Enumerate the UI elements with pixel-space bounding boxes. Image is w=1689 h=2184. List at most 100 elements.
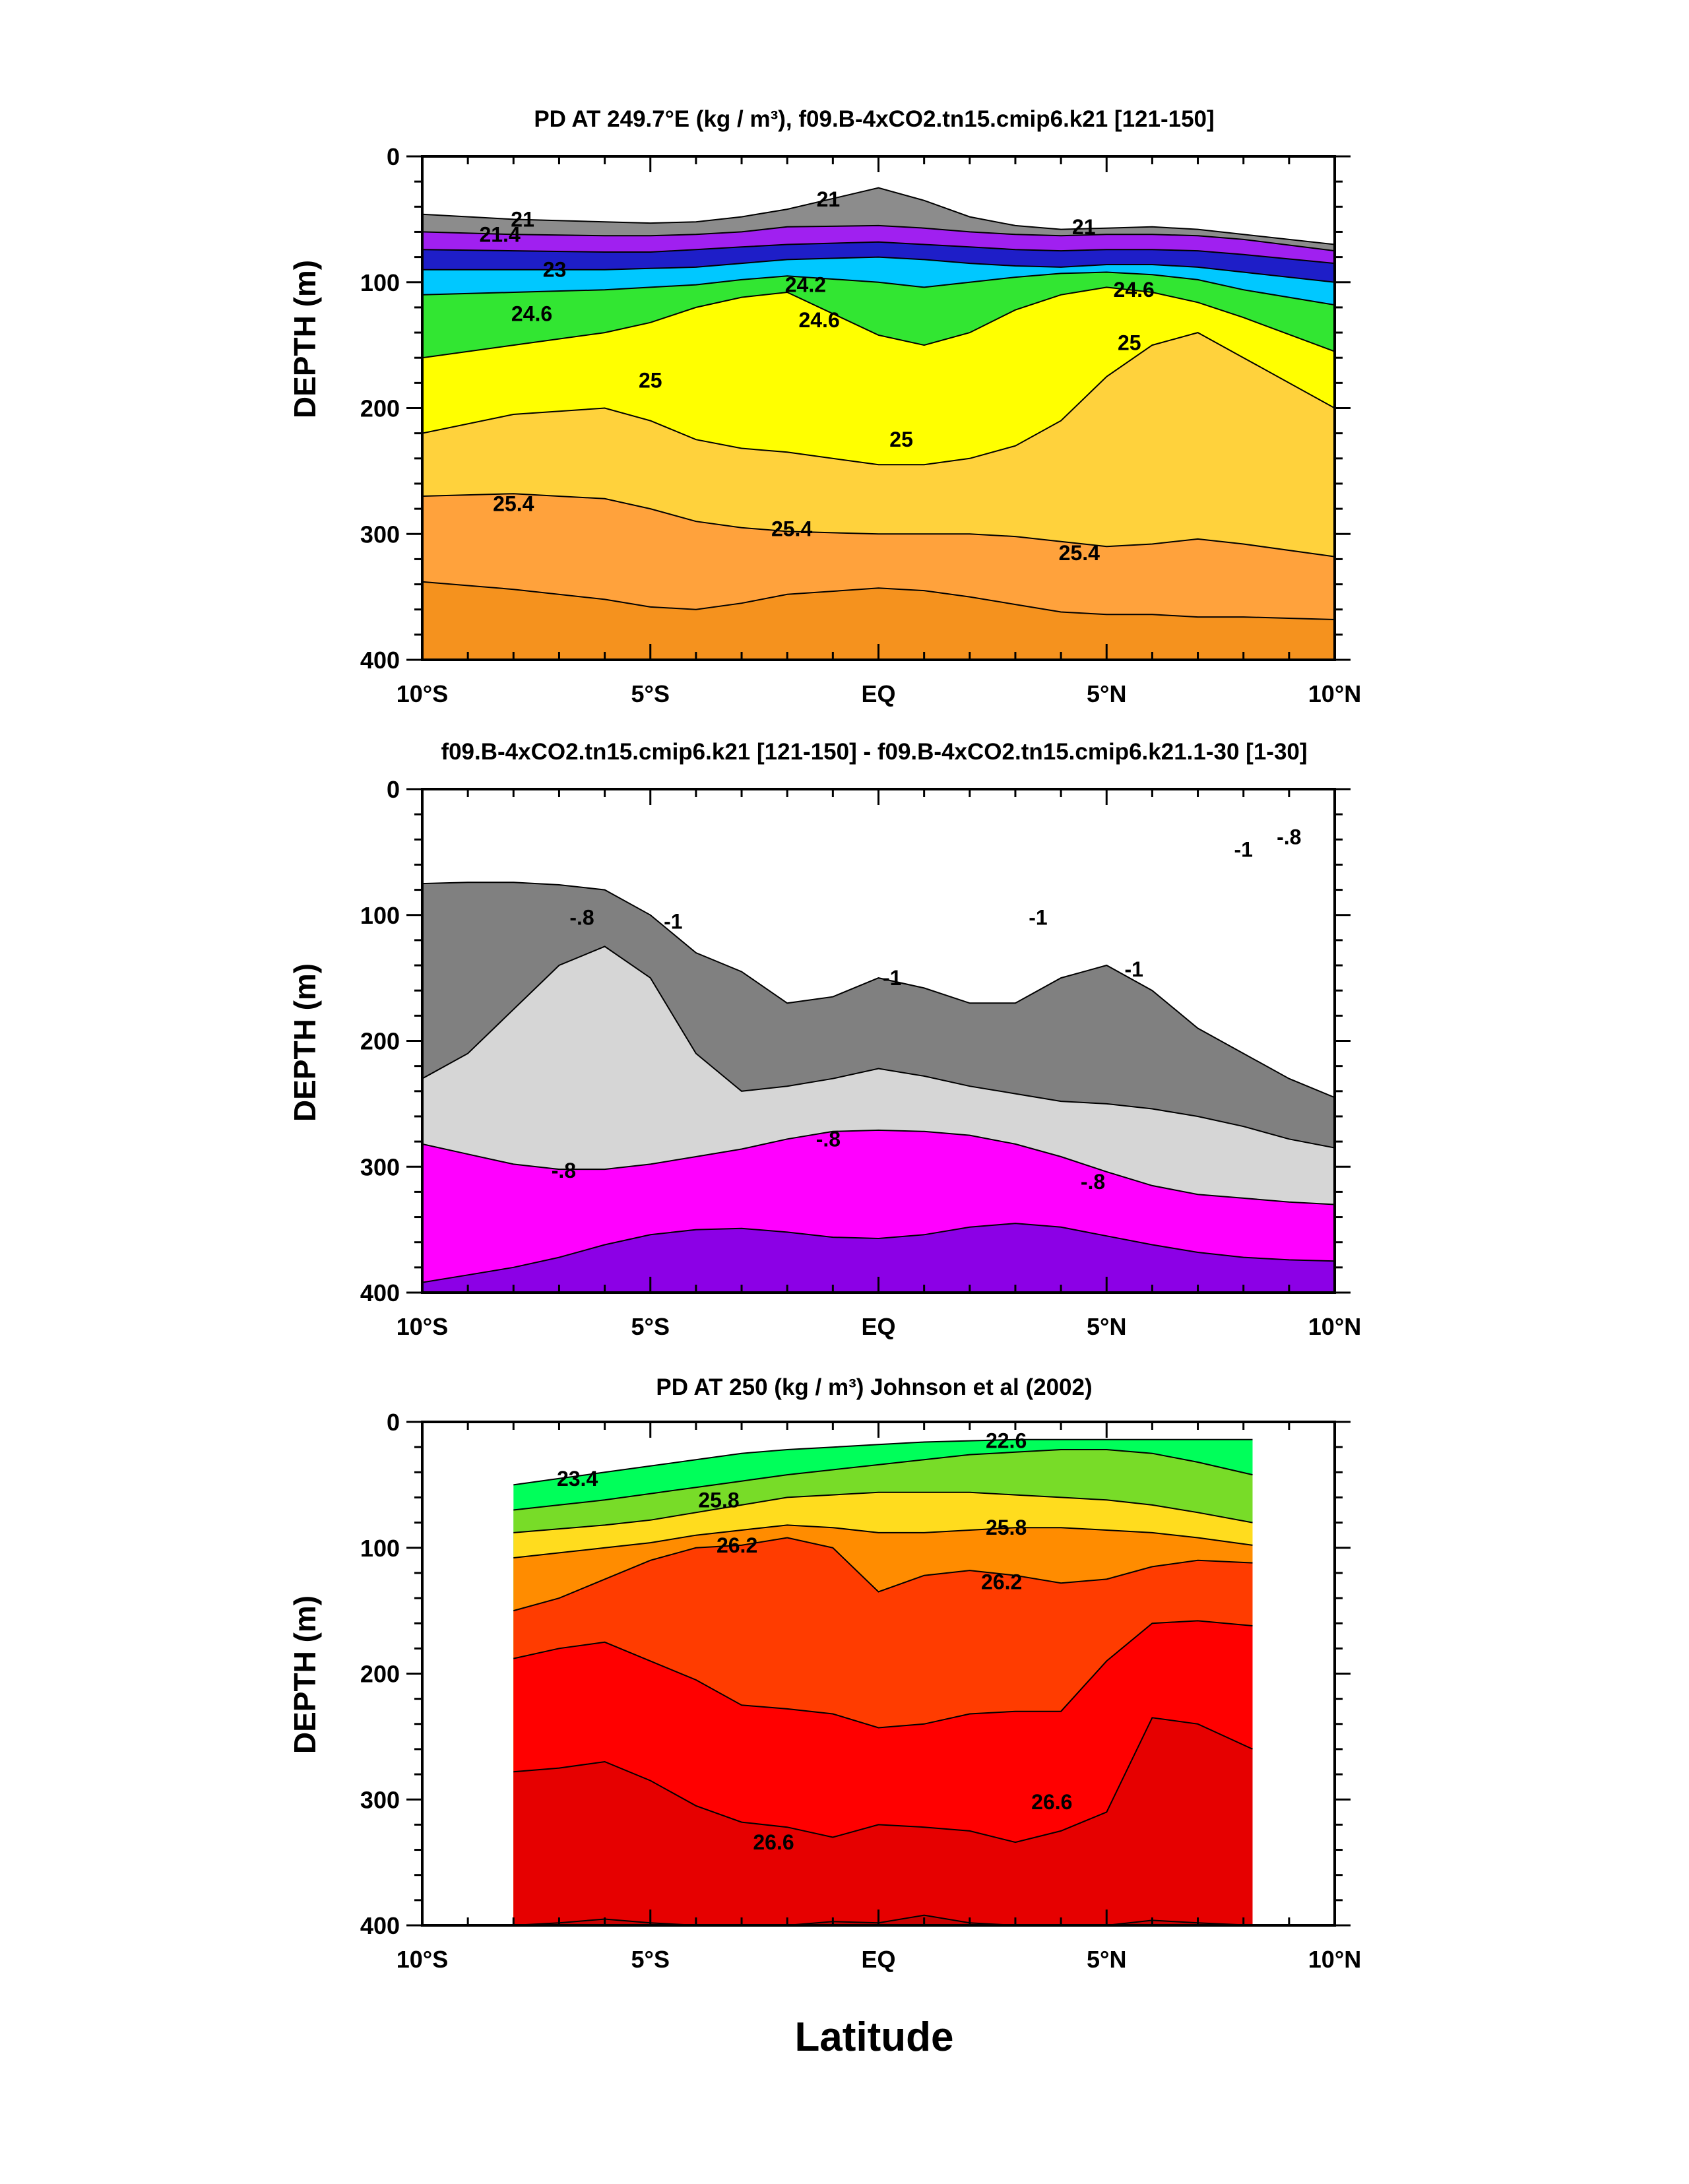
y-tick-label: 200 (360, 1028, 400, 1055)
contour-label: 24.2 (785, 273, 826, 297)
y-tick-label: 100 (360, 1535, 400, 1562)
x-tick-label: EQ (861, 680, 895, 707)
contour-line-25 (422, 332, 1335, 466)
contour-line-21 (422, 187, 1335, 245)
contour-labels: 2121.42324.62124.224.62124.625252525.425… (479, 187, 1154, 565)
panel-title: PD AT 250 (kg / m³) Johnson et al (2002) (656, 1374, 1092, 1400)
panel-middle-density-difference: f09.B-4xCO2.tn15.cmip6.k21 [121-150] - f… (288, 739, 1361, 1340)
contour-fills (422, 187, 1335, 660)
x-tick-label: 5°N (1087, 1313, 1126, 1340)
panel-top-model-density: PD AT 249.7°E (kg / m³), f09.B-4xCO2.tn1… (288, 106, 1361, 707)
axes: 10°S 5°S EQ 5°N 10°N 0 100 200 300 400 (360, 776, 1361, 1340)
contour-label: 25.4 (771, 517, 812, 541)
contour-label: -1 (1029, 906, 1047, 930)
contour-fill--0.7 (422, 1223, 1335, 1293)
contour-line-26.6 (513, 1717, 1253, 1844)
y-tick-label: 0 (387, 1409, 400, 1436)
contour-label: -.8 (1081, 1170, 1105, 1194)
y-tick-label: 200 (360, 1661, 400, 1688)
contour-label: 25.8 (698, 1488, 739, 1512)
panel-title: PD AT 249.7°E (kg / m³), f09.B-4xCO2.tn1… (534, 106, 1214, 132)
contour-label: 21 (511, 207, 534, 231)
contour-label: 22.6 (986, 1429, 1027, 1453)
contour-label: -.8 (552, 1159, 576, 1182)
contour-line-21.4 (422, 224, 1335, 252)
y-tick-label: 300 (360, 1786, 400, 1813)
contour-line-24.2 (513, 1449, 1253, 1511)
contour-line-26.4 (513, 1620, 1253, 1729)
x-tick-label: 10°N (1308, 1313, 1361, 1340)
x-tick-label: 10°S (397, 680, 448, 707)
panel-bottom-johnson-observations: PD AT 250 (kg / m³) Johnson et al (2002)… (288, 1374, 1361, 1973)
x-tick-label: 5°N (1087, 680, 1126, 707)
contour-fill-26.6 (513, 1718, 1253, 1925)
contour-label: -.8 (816, 1127, 841, 1151)
contour-labels: 23.4 22.6 25.8 25.8 26.2 26.2 26.6 26.6 (557, 1429, 1072, 1855)
y-tick-label: 400 (360, 1912, 400, 1939)
x-tick-label: 5°N (1087, 1946, 1126, 1973)
contour-line-22.2 (422, 241, 1335, 265)
contour-line-24.6 (422, 286, 1335, 359)
contour-lines (513, 1438, 1253, 1925)
contour-label: 26.2 (717, 1533, 757, 1557)
contour-line-23.4 (513, 1438, 1253, 1486)
contour-label: 21.4 (479, 222, 520, 246)
contour-fills (513, 1439, 1253, 1925)
contour-label: 25 (889, 428, 913, 451)
y-tick-label: 300 (360, 1153, 400, 1180)
axes: 10°S 5°S EQ 5°N 10°N 0 100 200 300 400 (360, 143, 1361, 707)
contour-line--0.7 (422, 1223, 1335, 1283)
contour-label: 26.2 (981, 1570, 1022, 1593)
contour-label: -.8 (569, 906, 594, 930)
contour-line-25 (513, 1491, 1253, 1533)
x-tick-label: 5°S (631, 1946, 670, 1973)
y-axis-label: DEPTH (m) (288, 260, 322, 418)
contour-label: 23.4 (557, 1467, 598, 1491)
contour-line-23 (422, 256, 1335, 283)
y-tick-label: 200 (360, 395, 400, 422)
y-tick-label: 400 (360, 647, 400, 674)
x-tick-label: 10°N (1308, 680, 1361, 707)
y-tick-label: 0 (387, 143, 400, 170)
contour-label: 24.6 (511, 302, 552, 325)
contour-label: 24.6 (1114, 278, 1155, 302)
x-tick-label: 10°N (1308, 1946, 1361, 1973)
contour-line-25.8 (422, 581, 1335, 620)
x-tick-label: 5°S (631, 1313, 670, 1340)
contour-line-26.2 (513, 1537, 1253, 1612)
contour-line--1 (422, 882, 1335, 1099)
y-tick-label: 400 (360, 1279, 400, 1306)
contour-label: 25.4 (493, 492, 534, 516)
contour-fill-25.8 (422, 581, 1335, 660)
y-tick-label: 100 (360, 902, 400, 929)
contour-label: -1 (1124, 957, 1143, 981)
contour-line--0.9 (422, 946, 1335, 1149)
contour-lines (422, 187, 1335, 620)
y-tick-label: 100 (360, 269, 400, 296)
contour-fills (422, 882, 1335, 1293)
y-axis-label: DEPTH (m) (288, 963, 322, 1122)
contour-line-25.8 (513, 1524, 1253, 1558)
y-tick-label: 0 (387, 776, 400, 803)
contour-line--0.8 (422, 1129, 1335, 1205)
contour-label: 21 (1072, 215, 1096, 239)
x-axis-label: Latitude (794, 2014, 953, 2060)
contour-label: 25 (639, 369, 662, 393)
contour-label: 25.4 (1059, 541, 1100, 565)
contour-label: 26.6 (1031, 1790, 1072, 1814)
contour-lines (422, 882, 1335, 1283)
contour-label: 23 (543, 258, 567, 282)
x-tick-label: EQ (861, 1946, 895, 1973)
y-axis-label: DEPTH (m) (288, 1595, 322, 1754)
x-tick-label: 10°S (397, 1946, 448, 1973)
panel-title: f09.B-4xCO2.tn15.cmip6.k21 [121-150] - f… (441, 739, 1307, 765)
axes: 10°S 5°S EQ 5°N 10°N 0 100 200 300 400 (360, 1409, 1361, 1973)
contour-label: -1 (664, 909, 682, 933)
contour-label: 26.6 (753, 1830, 794, 1854)
contour-label: -1 (1234, 838, 1252, 862)
contour-labels: -.8 -1 -1 -1 -1 -1 -.8 -.8 -.8 -.8 (552, 825, 1302, 1194)
x-tick-label: 10°S (397, 1313, 448, 1340)
contour-label: 25 (1118, 331, 1141, 354)
y-tick-label: 300 (360, 521, 400, 548)
